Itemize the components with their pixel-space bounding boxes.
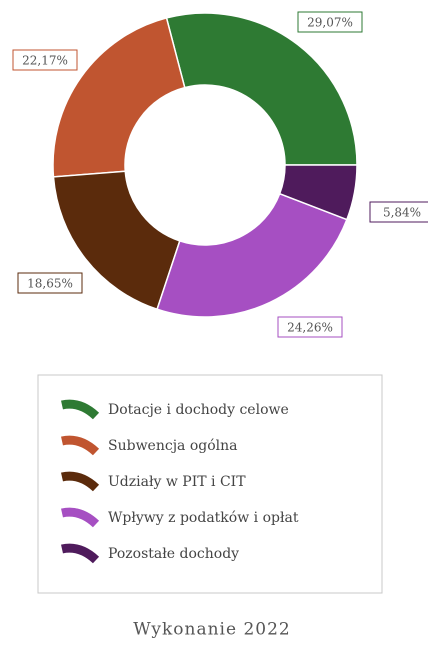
legend-label: Udziały w PIT i CIT	[108, 474, 246, 490]
legend-swatch	[61, 507, 100, 528]
donut-slice	[52, 170, 181, 311]
donut-slice	[165, 12, 358, 166]
data-label-box	[277, 316, 343, 338]
legend-label: Wpływy z podatków i opłat	[108, 510, 299, 526]
donut-slice	[52, 17, 186, 178]
legend-swatch	[61, 399, 100, 420]
legend-swatch	[61, 435, 100, 456]
data-label: 18,65%	[27, 277, 73, 291]
legend-label: Pozostałe dochody	[108, 546, 239, 562]
data-label: 5,84%	[383, 206, 421, 220]
legend-swatch	[61, 471, 100, 492]
legend-label: Subwencja ogólna	[108, 438, 238, 454]
data-label: 29,07%	[307, 16, 353, 30]
legend-label: Dotacje i dochody celowe	[108, 402, 289, 418]
data-label-box	[12, 49, 78, 71]
chart-title: Wykonanie 2022	[133, 620, 290, 640]
data-label: 22,17%	[22, 54, 68, 68]
data-label-box	[17, 272, 83, 294]
data-label-box	[297, 11, 363, 33]
donut-slice	[156, 192, 348, 318]
donut-slice	[278, 164, 358, 221]
data-label: 24,26%	[287, 321, 333, 335]
data-label-box	[369, 201, 428, 223]
legend-swatch	[61, 543, 100, 564]
